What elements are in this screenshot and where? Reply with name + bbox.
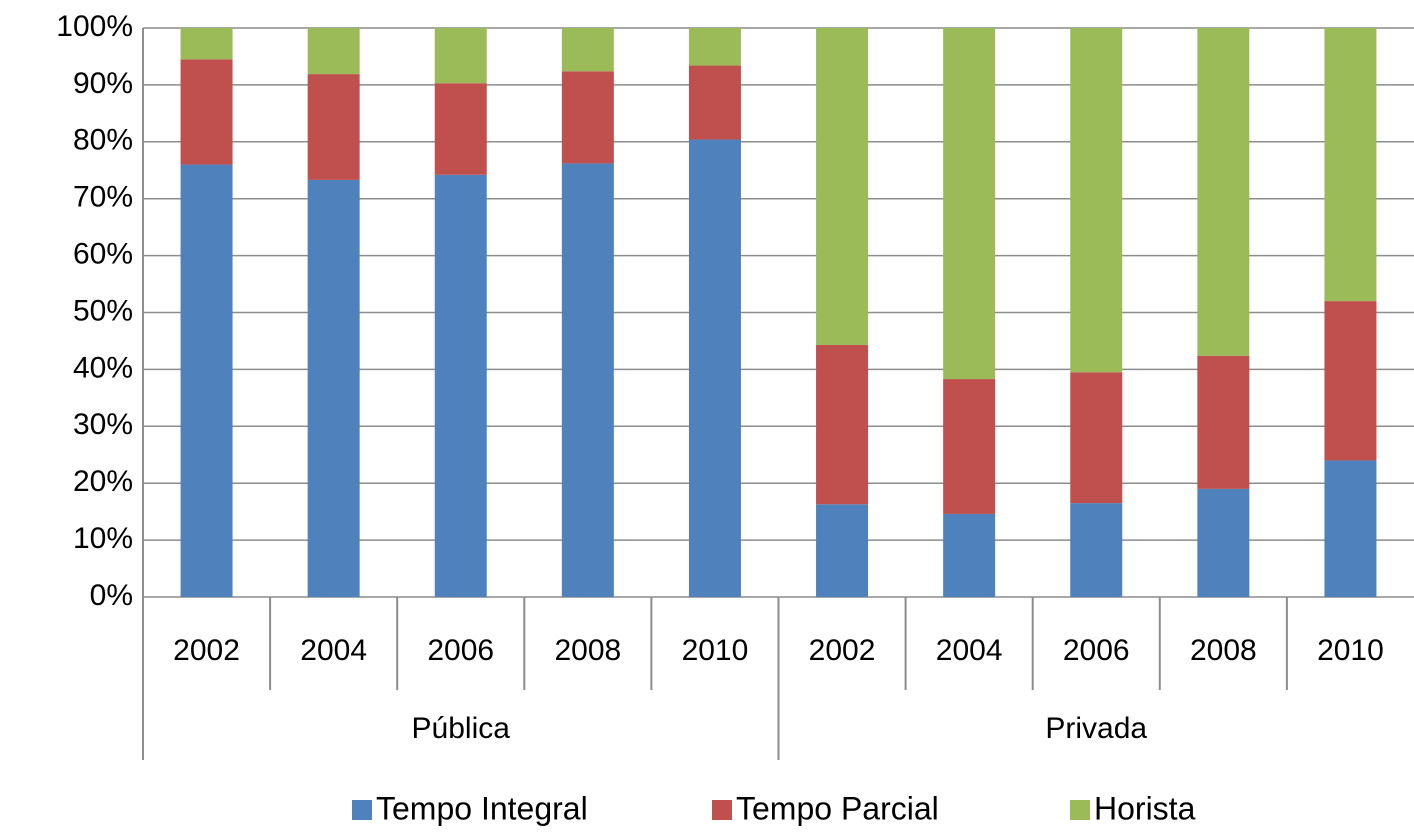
y-tick-label: 20% — [73, 465, 133, 498]
bar-segment — [434, 83, 487, 175]
y-tick-label: 50% — [73, 294, 133, 327]
bar-segment — [1197, 488, 1250, 597]
bar-segment — [688, 139, 741, 598]
bar-segment — [1324, 460, 1377, 597]
x-tick-label: 2002 — [809, 634, 876, 667]
bar-segment — [307, 179, 360, 597]
bar-segment — [1070, 372, 1123, 504]
legend-label: Horista — [1094, 790, 1196, 826]
bar-segment — [943, 28, 996, 380]
bar-segment — [307, 74, 360, 180]
bar-segment — [688, 28, 741, 66]
y-tick-label: 80% — [73, 124, 133, 157]
bar-segment — [816, 28, 869, 345]
x-tick-label: 2002 — [173, 634, 240, 667]
bar-segment — [1197, 28, 1250, 356]
bar-segment — [1197, 355, 1250, 489]
bar-segment — [434, 174, 487, 597]
bar-segment — [561, 163, 614, 597]
x-tick-label: 2006 — [427, 634, 494, 667]
bar-segment — [1070, 503, 1123, 597]
bar-segment — [1070, 28, 1123, 373]
bar-segment — [816, 504, 869, 597]
x-tick-label: 2004 — [936, 634, 1003, 667]
group-label: Privada — [1045, 712, 1147, 745]
group-label: Pública — [412, 712, 511, 745]
y-tick-label: 90% — [73, 67, 133, 100]
y-tick-label: 40% — [73, 351, 133, 384]
bar-segment — [180, 59, 233, 165]
bar-segment — [1324, 28, 1377, 302]
bar-segment — [943, 379, 996, 514]
y-tick-label: 60% — [73, 238, 133, 271]
y-tick-label: 70% — [73, 181, 133, 214]
bar-segment — [307, 28, 360, 75]
x-tick-label: 2010 — [682, 634, 749, 667]
bar-segment — [688, 65, 741, 140]
bar-segment — [180, 164, 233, 597]
bar-segment — [1324, 301, 1377, 461]
y-tick-label: 30% — [73, 408, 133, 441]
bar-segment — [180, 28, 233, 60]
bar-segment — [561, 71, 614, 164]
legend-swatch — [1070, 800, 1090, 820]
x-tick-label: 2008 — [1190, 634, 1257, 667]
bar-segment — [816, 344, 869, 505]
y-tick-label: 100% — [56, 10, 133, 43]
legend-swatch — [712, 800, 732, 820]
x-tick-label: 2008 — [554, 634, 621, 667]
legend-label: Tempo Integral — [376, 790, 588, 826]
bar-segment — [561, 28, 614, 72]
x-tick-label: 2004 — [300, 634, 367, 667]
bar-segment — [434, 28, 487, 84]
x-tick-label: 2006 — [1063, 634, 1130, 667]
legend-label: Tempo Parcial — [736, 790, 939, 826]
x-tick-label: 2010 — [1317, 634, 1384, 667]
y-tick-label: 0% — [90, 579, 133, 612]
legend-swatch — [352, 800, 372, 820]
y-tick-label: 10% — [73, 522, 133, 555]
bar-segment — [943, 513, 996, 597]
